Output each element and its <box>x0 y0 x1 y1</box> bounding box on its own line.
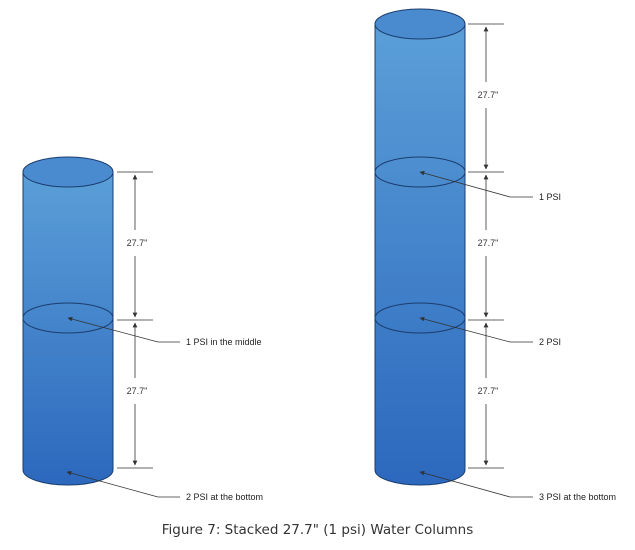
right-water-column <box>374 8 466 486</box>
figure-caption: Figure 7: Stacked 27.7" (1 psi) Water Co… <box>161 522 474 538</box>
right-callout-2psi-label: 2 PSI <box>539 337 561 347</box>
right-callouts: 1 PSI 2 PSI 3 PSI at the bottom <box>419 170 616 502</box>
right-column-top <box>374 8 466 40</box>
left-water-column <box>22 156 114 486</box>
left-column-body <box>22 171 114 486</box>
left-column-middle-slice <box>22 302 114 334</box>
left-dimensions: 27.7" 27.7" <box>117 171 153 469</box>
left-callout-middle-label: 1 PSI in the middle <box>186 337 262 347</box>
right-callout-1psi-label: 1 PSI <box>539 192 561 202</box>
left-callout-bottom-label: 2 PSI at the bottom <box>186 492 263 502</box>
right-dimensions: 27.7" 27.7" 27.7" <box>468 23 504 469</box>
left-dim-upper-label: 27.7" <box>127 238 148 248</box>
right-column-upper-slice <box>374 156 466 188</box>
right-callout-3psi-label: 3 PSI at the bottom <box>539 492 616 502</box>
right-dim-top-label: 27.7" <box>478 90 499 100</box>
right-column-lower-slice <box>374 302 466 334</box>
right-column-body <box>374 23 466 486</box>
left-callouts: 1 PSI in the middle 2 PSI at the bottom <box>66 316 263 502</box>
right-dim-bottom-label: 27.7" <box>478 386 499 396</box>
left-column-top <box>22 156 114 188</box>
right-dim-middle-label: 27.7" <box>478 238 499 248</box>
left-dim-lower-label: 27.7" <box>127 386 148 396</box>
